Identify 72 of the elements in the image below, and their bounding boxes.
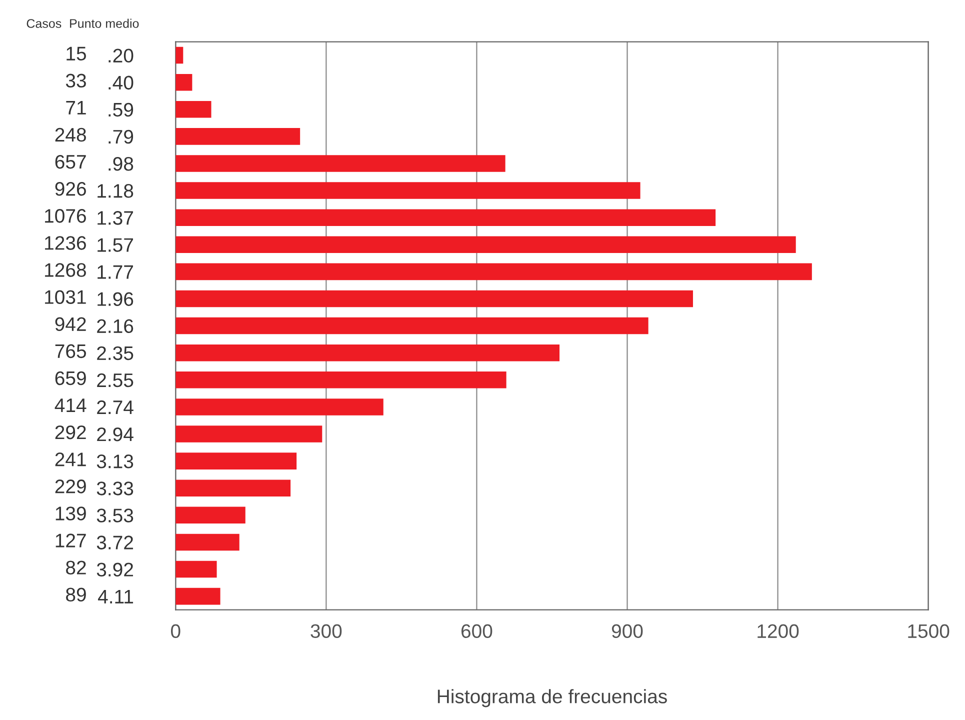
bar — [176, 452, 297, 470]
data-label: 248 — [55, 128, 86, 142]
bar — [176, 398, 384, 416]
data-label: 414 — [54, 398, 86, 412]
data-label: 942 — [55, 317, 86, 332]
data-label: 659 — [55, 371, 86, 386]
data-label: 127 — [56, 534, 86, 548]
y-tick-label: 1.77 — [98, 265, 133, 279]
bar — [176, 372, 506, 388]
data-label: 1031 — [45, 290, 86, 304]
y-tick-label: 1.57 — [98, 238, 133, 252]
x-tick-label: 0 — [170, 624, 180, 638]
y-tick-label: 3.53 — [96, 508, 134, 522]
x-tick-label: 1500 — [908, 624, 950, 638]
bar — [176, 182, 640, 199]
bar — [176, 74, 192, 91]
y-tick-label: 1.37 — [98, 211, 133, 225]
y-tick-label: 3.92 — [96, 562, 133, 576]
data-label: 33 — [66, 74, 86, 88]
bar — [176, 263, 812, 280]
bar — [176, 560, 217, 578]
x-tick-label: 300 — [310, 624, 342, 638]
bar — [176, 155, 506, 172]
bar — [176, 101, 212, 118]
y-tick-label: 4.11 — [98, 590, 134, 604]
data-label: 71 — [66, 101, 86, 114]
y-tick-label: 3.13 — [96, 454, 134, 468]
data-label: 926 — [55, 182, 86, 196]
data-label: 1268 — [45, 263, 86, 277]
data-label: 89 — [66, 588, 86, 602]
data-label: 1076 — [45, 209, 86, 223]
data-label: 15 — [66, 46, 86, 61]
bar — [176, 588, 220, 605]
bar — [176, 534, 240, 551]
data-label: 139 — [56, 506, 86, 520]
bar — [176, 209, 716, 226]
data-label: 1236 — [45, 236, 86, 250]
data-label: 229 — [55, 480, 86, 494]
x-tick-label: 900 — [612, 624, 643, 638]
y-tick-label: .20 — [108, 48, 134, 63]
x-axis-title: Histograma de frecuencias — [438, 689, 667, 708]
y-tick-label: 2.16 — [97, 319, 134, 334]
bar — [176, 344, 560, 362]
data-label: 765 — [55, 344, 86, 358]
bar — [176, 426, 322, 442]
y-axis-title: Punto medio — [70, 18, 139, 28]
data-label: 241 — [55, 452, 86, 466]
x-tick-label: 1200 — [758, 624, 799, 638]
bar — [176, 46, 184, 64]
bar — [176, 317, 648, 334]
y-tick-label: .79 — [108, 130, 134, 144]
bar — [176, 236, 796, 254]
y-tick-label: 3.72 — [96, 536, 133, 550]
y-tick-label: 2.94 — [97, 427, 134, 442]
y-tick-label: .40 — [108, 76, 134, 90]
data-label: 82 — [66, 560, 86, 574]
y-tick-label: 1.18 — [98, 184, 134, 198]
bar — [176, 480, 291, 496]
bar — [176, 506, 246, 524]
y-tick-label: 3.33 — [96, 482, 134, 496]
y-tick-label: 2.55 — [97, 373, 134, 388]
bar — [176, 128, 300, 145]
bar — [176, 290, 693, 308]
data-label: 292 — [55, 425, 86, 440]
y-tick-label: 1.96 — [98, 292, 134, 306]
y-tick-label: .59 — [108, 102, 134, 117]
x-tick-label: 600 — [461, 624, 492, 638]
data-label: 657 — [55, 154, 86, 169]
text: Casos — [26, 19, 62, 28]
y-tick-label: 2.35 — [97, 346, 134, 360]
y-tick-label: .98 — [108, 156, 134, 171]
y-tick-label: 2.74 — [97, 400, 134, 414]
